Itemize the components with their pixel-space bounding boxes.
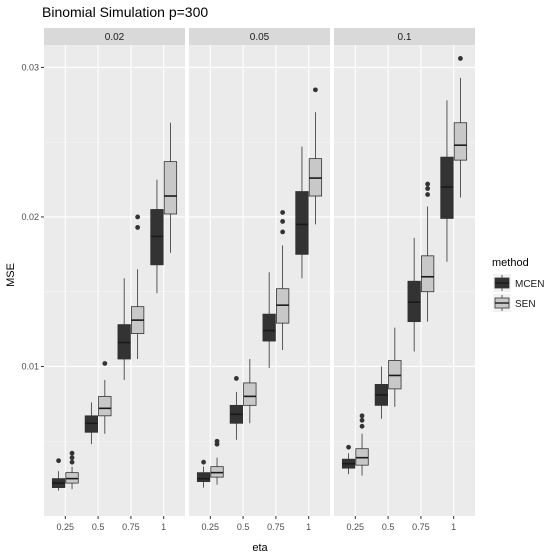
facet-strip-label: 0.05 xyxy=(250,32,270,43)
box-mcen xyxy=(229,376,244,440)
x-tick-label: 0.25 xyxy=(57,522,75,532)
facet-strip xyxy=(334,28,475,45)
outlier-point xyxy=(313,87,318,93)
box-mcen xyxy=(295,146,309,279)
outlier-point xyxy=(201,459,206,465)
box-sen xyxy=(163,122,178,253)
box-sen xyxy=(243,359,257,424)
outlier-point xyxy=(425,181,431,187)
outlier-point xyxy=(280,210,286,215)
box-iqr xyxy=(295,191,309,255)
x-tick-label: 0.75 xyxy=(412,522,430,532)
legend-label: SEN xyxy=(515,299,536,310)
outlier-point xyxy=(359,417,365,423)
plot-panels: 0.020.25 0.5 0.75 10.050.25 0.5 0.75 10.10.25 0… xyxy=(21,28,475,532)
box-sen xyxy=(130,214,145,359)
outlier-point xyxy=(69,455,75,461)
box-iqr xyxy=(243,382,257,406)
box-iqr xyxy=(262,313,276,342)
box-mcen xyxy=(84,402,99,445)
outlier-point xyxy=(425,192,431,197)
x-tick-label: 0.5 xyxy=(92,522,105,532)
legend-title: method xyxy=(492,257,529,269)
outlier-point xyxy=(280,229,286,235)
box-sen xyxy=(453,56,468,198)
facet-strip xyxy=(44,28,185,45)
outlier-point xyxy=(280,219,286,224)
x-tick-label: 0.5 xyxy=(237,522,250,532)
box-sen xyxy=(275,210,290,351)
outlier-point xyxy=(56,458,61,464)
box-sen xyxy=(210,438,224,485)
outlier-point xyxy=(69,459,75,465)
box-sen xyxy=(355,413,369,476)
x-tick-label: 0.25 xyxy=(347,522,365,532)
x-tick-label: 0.25 xyxy=(202,522,220,532)
facet-panel: 0.1 0.25 0.5 0.75 1 xyxy=(334,28,475,532)
outlier-point xyxy=(458,56,463,61)
x-tick-label: 0.75 xyxy=(122,522,140,532)
box-iqr xyxy=(420,255,435,293)
box-iqr xyxy=(453,122,468,161)
box-mcen xyxy=(407,237,421,352)
box-sen xyxy=(98,361,112,434)
outlier-point xyxy=(135,214,141,220)
x-tick-label: 1 xyxy=(451,522,456,532)
box-mcen xyxy=(341,444,356,475)
facet-strip-label: 0.02 xyxy=(105,32,125,43)
box-mcen xyxy=(374,366,389,419)
box-sen xyxy=(420,181,435,322)
y-tick-label: 0.01 xyxy=(21,361,39,371)
y-tick-label: 0.03 xyxy=(21,62,39,72)
box-mcen xyxy=(117,278,131,380)
legend-label: MCEN xyxy=(515,279,544,290)
outlier-point xyxy=(359,413,365,419)
x-tick-label: 1 xyxy=(161,522,166,532)
legend-keys: MCEN SEN xyxy=(493,274,544,312)
facet-strip-label: 0.1 xyxy=(398,32,412,43)
outlier-point xyxy=(102,361,108,366)
y-axis-label: MSE xyxy=(5,263,17,287)
box-iqr xyxy=(98,395,112,417)
outlier-point xyxy=(233,376,239,381)
facet-strip xyxy=(189,28,330,45)
outlier-point xyxy=(214,438,220,444)
outlier-point xyxy=(69,450,75,456)
outlier-point xyxy=(425,186,431,191)
box-mcen xyxy=(196,459,211,488)
legend: method MCEN SEN xyxy=(492,257,544,312)
box-mcen xyxy=(51,458,66,491)
box-iqr xyxy=(196,472,211,483)
x-tick-label: 0.5 xyxy=(382,522,395,532)
x-axis-label: eta xyxy=(252,542,268,554)
panel-background xyxy=(334,45,475,516)
box-sen xyxy=(388,327,402,407)
panel-background xyxy=(189,45,330,516)
chart-title: Binomial Simulation p=300 xyxy=(42,4,208,20)
box-sen xyxy=(308,87,323,225)
facet-panel: 0.02 0.25 0.5 0.75 1 xyxy=(44,28,185,532)
outlier-point xyxy=(135,225,141,230)
outlier-point xyxy=(346,444,351,450)
box-sen xyxy=(65,450,79,490)
box-mcen xyxy=(150,179,164,294)
x-tick-label: 0.75 xyxy=(267,522,285,532)
box-iqr xyxy=(163,161,178,215)
y-tick-label: 0.02 xyxy=(21,212,39,222)
box-mcen xyxy=(440,100,454,262)
facet-panel: 0.05 0.25 0.5 0.75 1 xyxy=(189,28,330,532)
x-tick-label: 1 xyxy=(306,522,311,532)
panel-background xyxy=(44,45,185,516)
outlier-point xyxy=(359,423,365,429)
box-mcen xyxy=(262,272,276,368)
